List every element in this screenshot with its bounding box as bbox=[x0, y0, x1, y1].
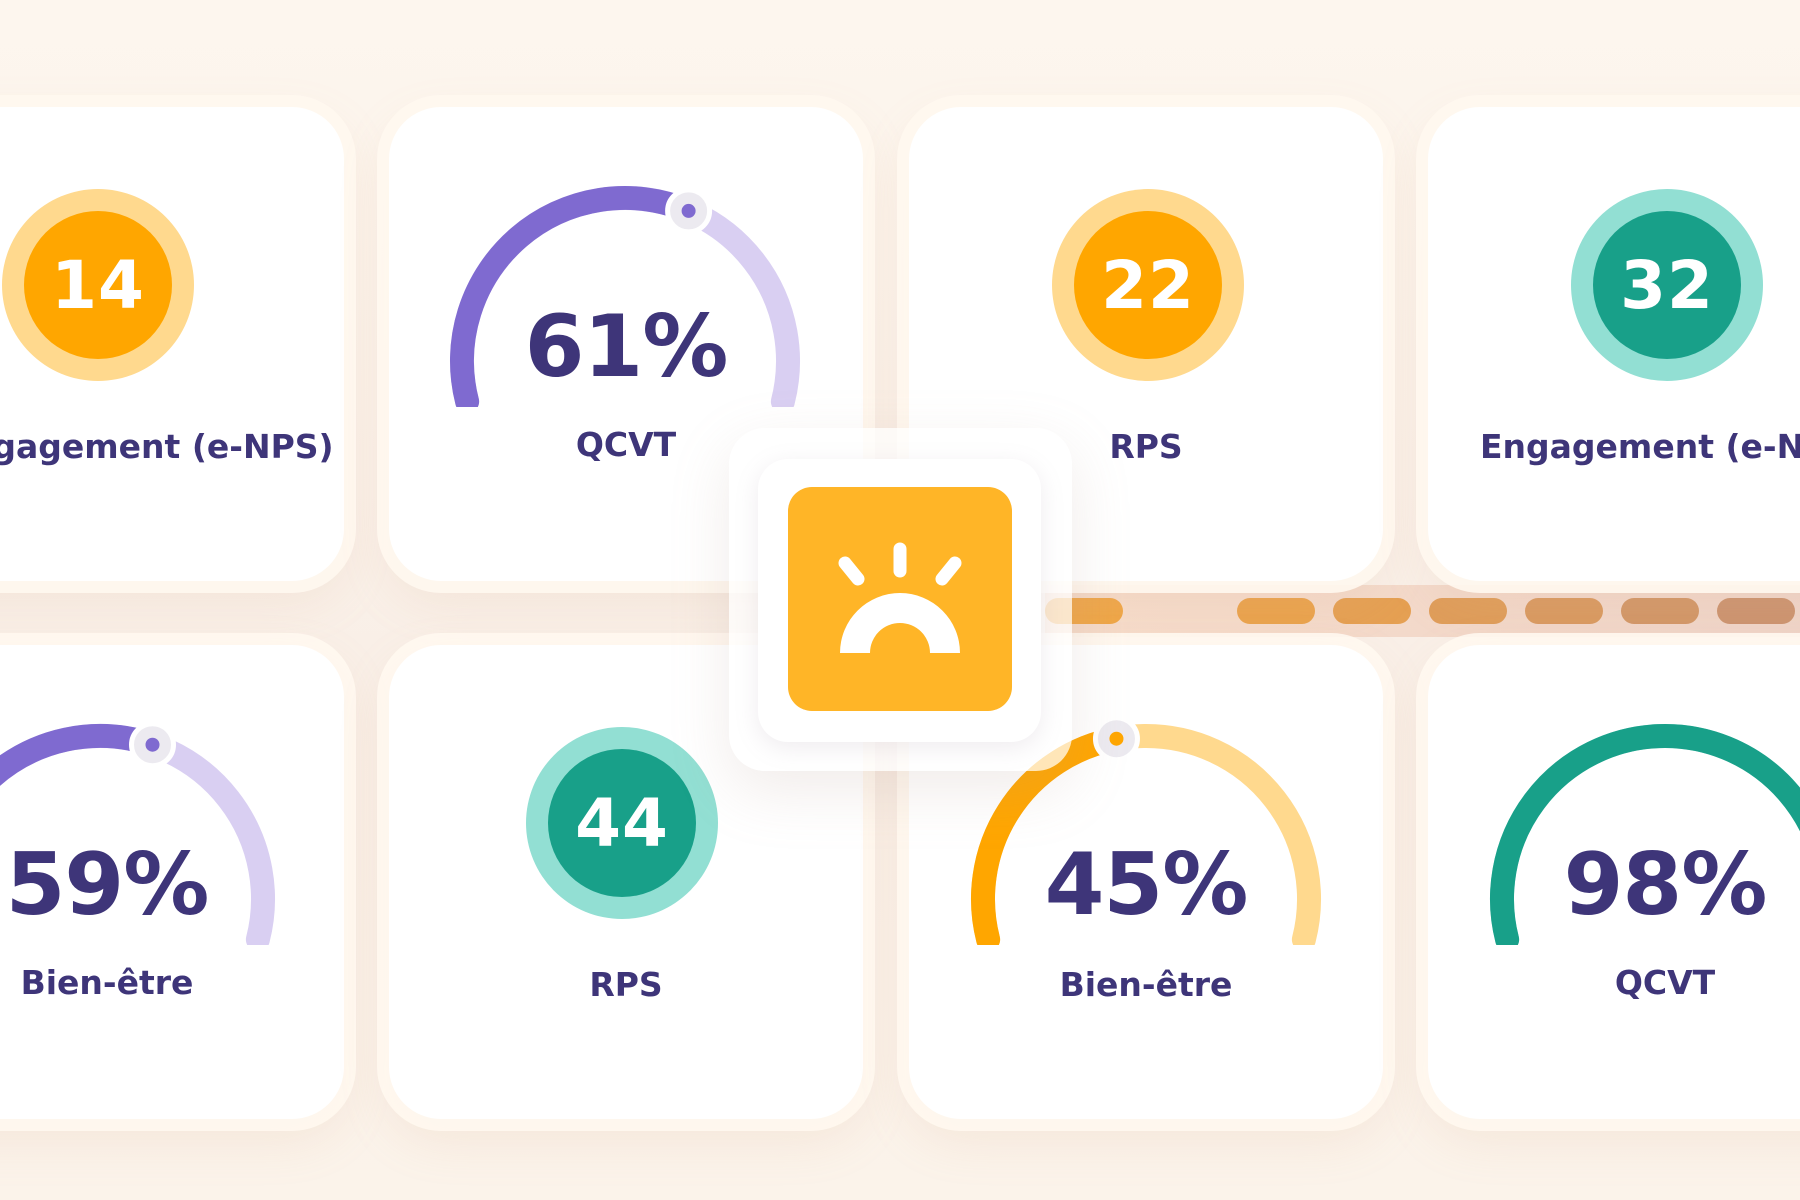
metric-label: Engagement (e-NPS) bbox=[1480, 427, 1800, 466]
gauge-knob-dot bbox=[1109, 731, 1124, 746]
connector-dash bbox=[1141, 598, 1219, 624]
card-rps-bottom[interactable]: 44 RPS bbox=[389, 645, 863, 1119]
connector-dash bbox=[1237, 598, 1315, 624]
score-badge-core: 14 bbox=[24, 211, 172, 359]
metric-label: Bien-être bbox=[20, 963, 194, 1002]
score-value: 44 bbox=[575, 784, 669, 862]
gauge-value: 59% bbox=[5, 835, 210, 935]
score-badge: 44 bbox=[526, 727, 718, 919]
gauge-knob-dot bbox=[145, 737, 160, 752]
metric-label: QCVT bbox=[575, 425, 677, 464]
score-value: 14 bbox=[51, 246, 145, 324]
score-badge-core: 22 bbox=[1074, 211, 1222, 359]
metric-label: QCVT bbox=[1614, 963, 1716, 1002]
score-badge: 22 bbox=[1052, 189, 1244, 381]
score-badge-core: 32 bbox=[1593, 211, 1741, 359]
metric-label: RPS bbox=[589, 965, 663, 1004]
connector-dash bbox=[1525, 598, 1603, 624]
logo-badge[interactable] bbox=[788, 487, 1012, 711]
gauge-value: 61% bbox=[524, 297, 729, 397]
connector-dash bbox=[1621, 598, 1699, 624]
score-value: 22 bbox=[1101, 246, 1195, 324]
logo-tile bbox=[758, 459, 1041, 742]
card-qcvt-bottom[interactable]: 98% QCVT bbox=[1428, 645, 1800, 1119]
metric-label: Engagement (e-NPS) bbox=[0, 427, 334, 466]
connector-track bbox=[1045, 585, 1800, 637]
score-badge-core: 44 bbox=[548, 749, 696, 897]
gauge-fill bbox=[450, 186, 701, 407]
card-engagement-left[interactable]: 14 Engagement (e-NPS) bbox=[0, 107, 344, 581]
gauge-value: 45% bbox=[1044, 835, 1249, 935]
gauge-arc bbox=[971, 715, 1321, 945]
gauge-knob-dot bbox=[681, 203, 696, 218]
score-badge: 32 bbox=[1571, 189, 1763, 381]
gauge-fill bbox=[0, 724, 165, 786]
gauge-arc bbox=[450, 186, 800, 407]
connector-dash bbox=[1429, 598, 1507, 624]
sunrise-icon bbox=[838, 542, 962, 653]
gauge-arc bbox=[1490, 724, 1800, 945]
score-value: 32 bbox=[1620, 246, 1714, 324]
card-rps-top[interactable]: 22 RPS bbox=[909, 107, 1383, 581]
card-bienetre-left[interactable]: 59% Bien-être bbox=[0, 645, 344, 1119]
card-engagement-right[interactable]: 32 Engagement (e-NPS) bbox=[1428, 107, 1800, 581]
gauge-value: 98% bbox=[1563, 835, 1768, 935]
connector-dash bbox=[1333, 598, 1411, 624]
logo-frame bbox=[729, 428, 1072, 771]
connector-dash bbox=[1717, 598, 1795, 624]
gauge-arc bbox=[0, 721, 275, 945]
metric-label: Bien-être bbox=[1059, 965, 1233, 1004]
gauge-fill bbox=[1490, 724, 1800, 945]
metric-label: RPS bbox=[1109, 427, 1183, 466]
score-badge: 14 bbox=[2, 189, 194, 381]
gauge-fill bbox=[971, 726, 1129, 945]
